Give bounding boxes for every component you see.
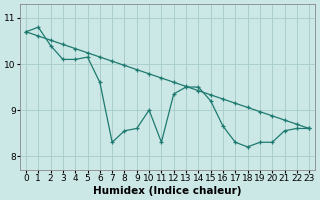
X-axis label: Humidex (Indice chaleur): Humidex (Indice chaleur) bbox=[93, 186, 242, 196]
